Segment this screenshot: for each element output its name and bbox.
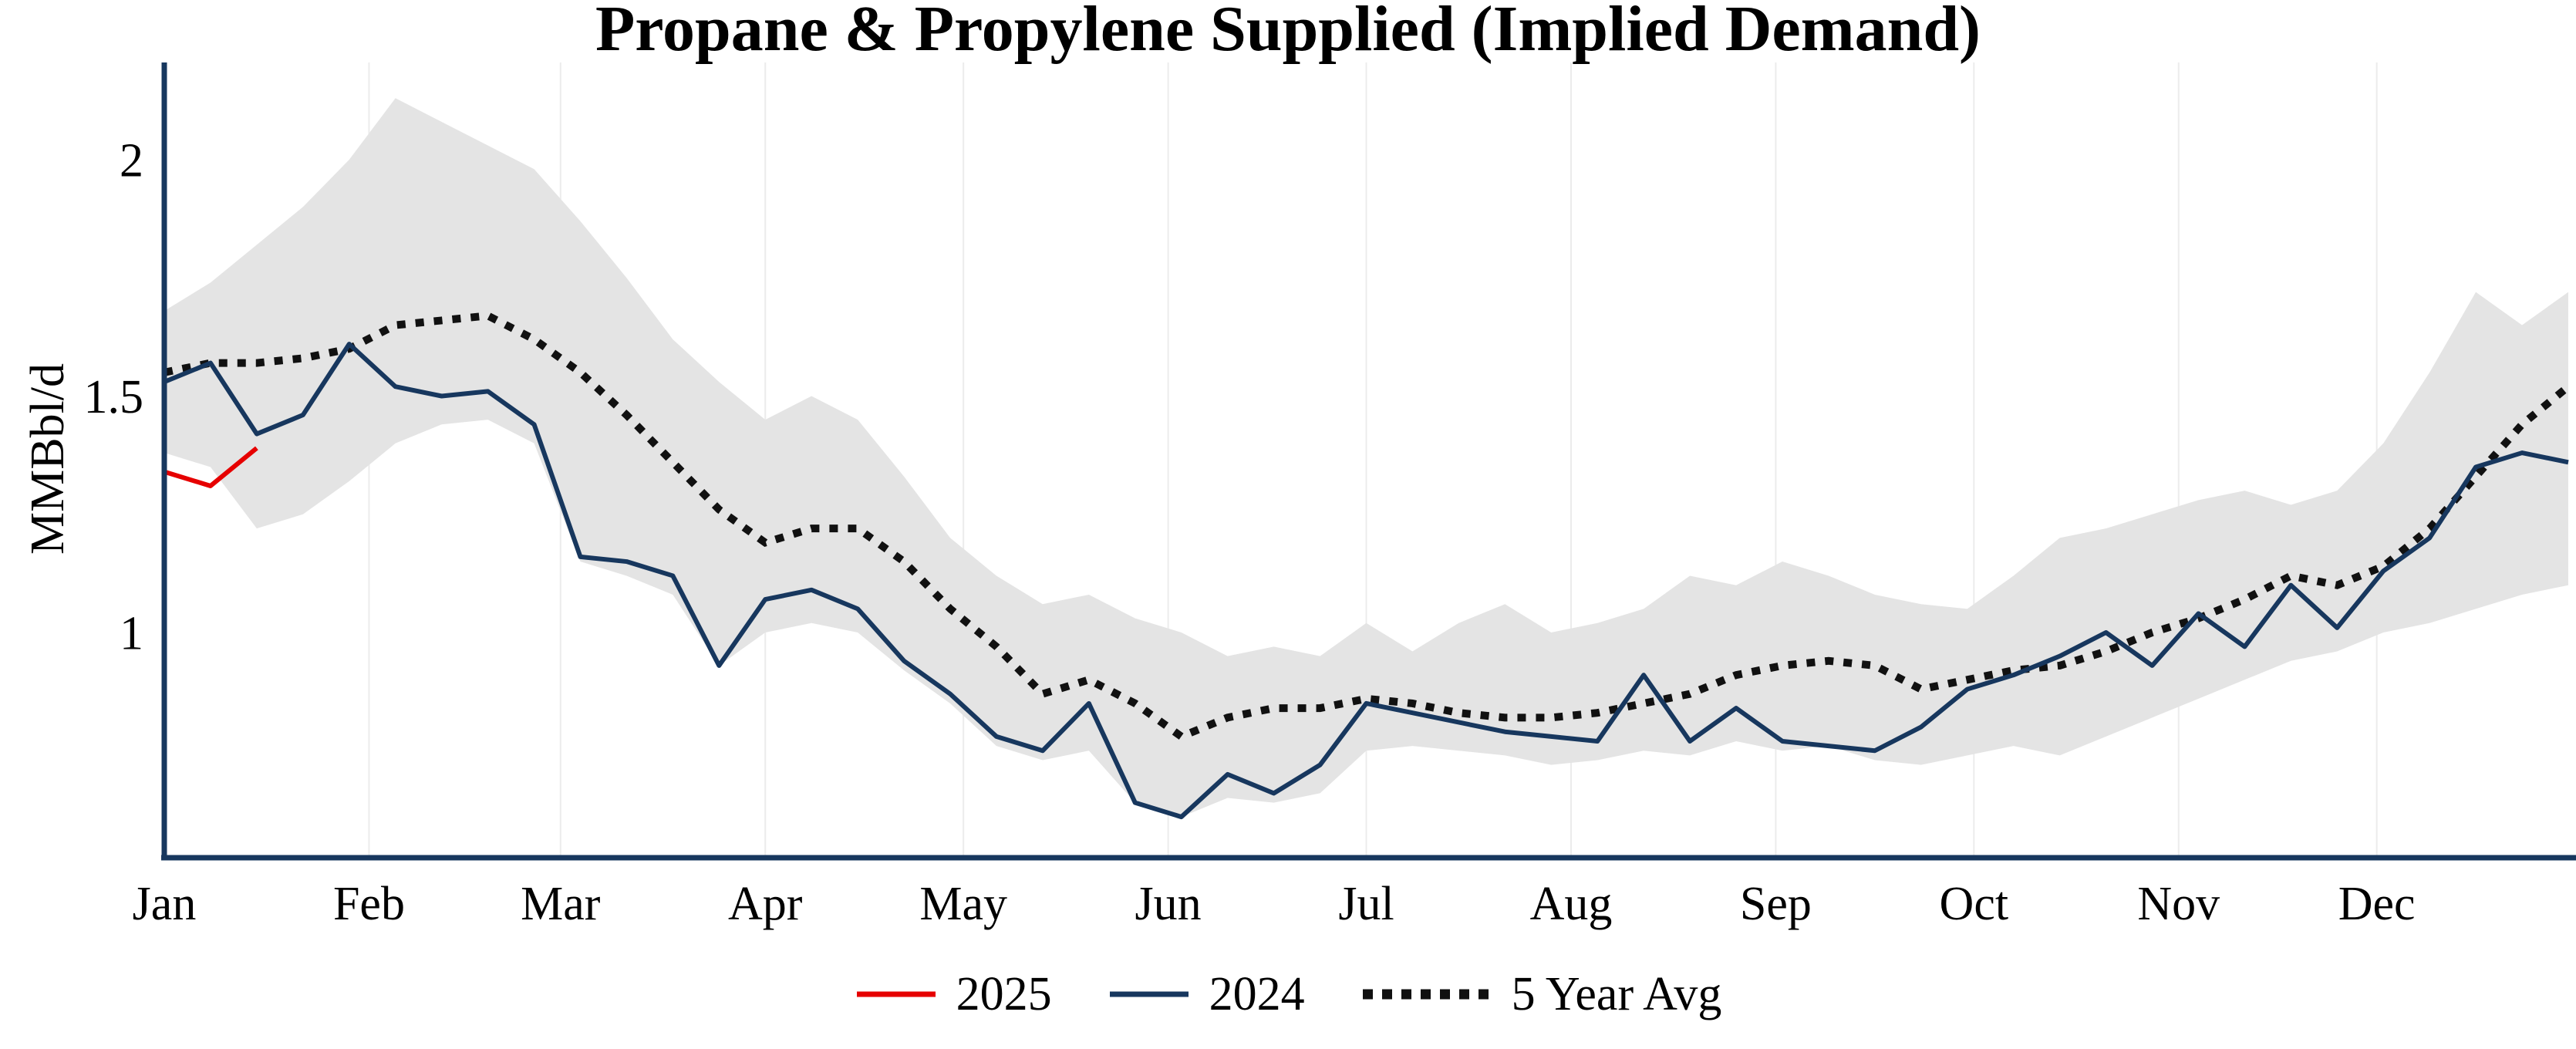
x-tick-label: Apr [728, 878, 803, 930]
legend: 2025 2024 5 Year Avg [0, 960, 2576, 1029]
x-tick-label: Jun [1135, 878, 1202, 930]
legend-swatch-5yr-avg-dotted-line [1362, 989, 1491, 1000]
x-tick-label: Feb [333, 878, 405, 930]
x-tick-label: Nov [2137, 878, 2220, 930]
legend-item-2025: 2025 [855, 967, 1052, 1022]
y-tick-label: 2 [120, 135, 143, 187]
x-tick-label: Dec [2338, 878, 2416, 930]
line-2025 [164, 446, 258, 488]
x-tick-label: Oct [1940, 878, 2009, 930]
legend-label-2024: 2024 [1209, 967, 1305, 1020]
legend-item-2024: 2024 [1108, 967, 1305, 1022]
line-2024 [163, 342, 2569, 820]
legend-label-5yr-avg: 5 Year Avg [1511, 967, 1722, 1020]
legend-label-2025: 2025 [956, 967, 1052, 1020]
chart-title: Propane & Propylene Supplied (Implied De… [595, 0, 1981, 65]
five-year-avg-line [163, 312, 2571, 741]
x-tick-label: Jul [1338, 878, 1394, 930]
x-tick-label: Sep [1740, 878, 1812, 930]
five-year-range-band [164, 98, 2568, 818]
x-tick-label: May [919, 878, 1007, 930]
legend-swatch-2024-line [1109, 991, 1189, 997]
x-tick-label: Jan [133, 878, 197, 930]
y-tick-label: 1.5 [84, 371, 144, 423]
x-tick-label: Mar [521, 878, 601, 930]
legend-swatch-2025-line [856, 991, 936, 997]
x-tick-label: Aug [1530, 878, 1613, 930]
y-tick-label: 1 [120, 608, 143, 660]
legend-item-5yr-avg: 5 Year Avg [1360, 967, 1722, 1022]
